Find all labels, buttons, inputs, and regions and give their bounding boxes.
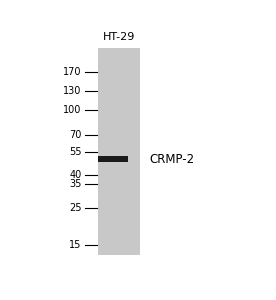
Text: 40: 40	[69, 170, 82, 180]
Text: 170: 170	[63, 67, 82, 77]
Text: CRMP-2: CRMP-2	[149, 152, 194, 166]
Text: 25: 25	[69, 203, 82, 213]
Bar	[98, 47, 140, 256]
Text: 70: 70	[69, 130, 82, 140]
Text: 55: 55	[69, 147, 82, 157]
Text: 100: 100	[63, 105, 82, 115]
Text: 130: 130	[63, 86, 82, 96]
Text: HT-29: HT-29	[103, 32, 135, 42]
Bar	[98, 157, 128, 162]
Text: 15: 15	[69, 240, 82, 250]
Text: 35: 35	[69, 179, 82, 189]
